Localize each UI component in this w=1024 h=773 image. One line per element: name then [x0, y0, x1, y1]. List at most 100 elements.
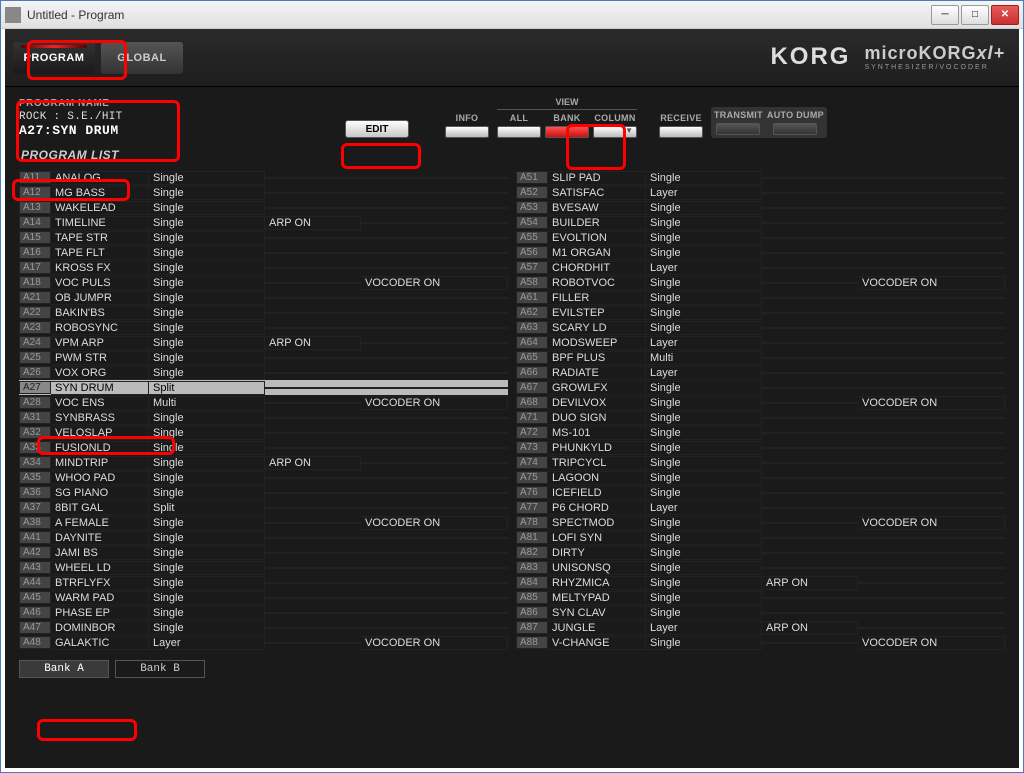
close-button[interactable]: ✕ — [991, 5, 1019, 25]
receive-button[interactable] — [659, 126, 703, 138]
table-row[interactable]: A85MELTYPADSingle — [516, 590, 1005, 605]
bank-tab-b[interactable]: Bank B — [115, 660, 205, 678]
table-row[interactable]: A57CHORDHITLayer — [516, 260, 1005, 275]
table-row[interactable]: A46PHASE EPSingle — [19, 605, 508, 620]
row-arp — [762, 432, 858, 434]
table-row[interactable]: A38A FEMALESingleVOCODER ON — [19, 515, 508, 530]
maximize-button[interactable]: □ — [961, 5, 989, 25]
table-row[interactable]: A26VOX ORGSingle — [19, 365, 508, 380]
bank-tab-a[interactable]: Bank A — [19, 660, 109, 678]
table-row[interactable]: A36SG PIANOSingle — [19, 485, 508, 500]
table-row[interactable]: A42JAMI BSSingle — [19, 545, 508, 560]
table-row[interactable]: A15TAPE STRSingle — [19, 230, 508, 245]
row-name: SYNBRASS — [51, 411, 149, 425]
column-button[interactable]: ▼ — [593, 126, 637, 138]
table-row[interactable]: A54BUILDERSingle — [516, 215, 1005, 230]
row-voc — [361, 447, 508, 449]
table-row[interactable]: A378BIT GALSplit — [19, 500, 508, 515]
tab-program[interactable]: PROGRAM — [13, 42, 95, 74]
table-row[interactable]: A71DUO SIGNSingle — [516, 410, 1005, 425]
table-row[interactable]: A72MS-101Single — [516, 425, 1005, 440]
row-id: A31 — [19, 411, 51, 424]
autodump-button[interactable] — [773, 123, 817, 135]
row-type: Single — [149, 606, 265, 620]
table-row[interactable]: A82DIRTYSingle — [516, 545, 1005, 560]
table-row[interactable]: A77P6 CHORDLayer — [516, 500, 1005, 515]
row-id: A16 — [19, 246, 51, 259]
table-row[interactable]: A12MG BASSSingle — [19, 185, 508, 200]
table-row[interactable]: A86SYN CLAVSingle — [516, 605, 1005, 620]
table-row[interactable]: A23ROBOSYNCSingle — [19, 320, 508, 335]
table-row[interactable]: A61FILLERSingle — [516, 290, 1005, 305]
info-button[interactable] — [445, 126, 489, 138]
table-row[interactable]: A45WARM PADSingle — [19, 590, 508, 605]
table-row[interactable]: A17KROSS FXSingle — [19, 260, 508, 275]
row-name: BUILDER — [548, 216, 646, 230]
table-row[interactable]: A21OB JUMPRSingle — [19, 290, 508, 305]
row-id: A23 — [19, 321, 51, 334]
table-row[interactable]: A27SYN DRUMSplit — [19, 380, 508, 395]
table-row[interactable]: A56M1 ORGANSingle — [516, 245, 1005, 260]
table-row[interactable]: A25PWM STRSingle — [19, 350, 508, 365]
table-row[interactable]: A55EVOLTIONSingle — [516, 230, 1005, 245]
table-row[interactable]: A67GROWLFXSingle — [516, 380, 1005, 395]
table-row[interactable]: A63SCARY LDSingle — [516, 320, 1005, 335]
row-type: Single — [646, 486, 762, 500]
table-row[interactable]: A81LOFI SYNSingle — [516, 530, 1005, 545]
minimize-button[interactable]: ─ — [931, 5, 959, 25]
table-row[interactable]: A34MINDTRIPSingleARP ON — [19, 455, 508, 470]
table-row[interactable]: A41DAYNITESingle — [19, 530, 508, 545]
table-row[interactable]: A58ROBOTVOCSingleVOCODER ON — [516, 275, 1005, 290]
microkorg-logo: microKORGxl+ SYNTHESIZER/VOCODER — [864, 43, 1005, 71]
all-button[interactable] — [497, 126, 541, 138]
table-row[interactable]: A68DEVILVOXSingleVOCODER ON — [516, 395, 1005, 410]
table-row[interactable]: A18VOC PULSSingleVOCODER ON — [19, 275, 508, 290]
row-arp — [762, 642, 858, 644]
row-voc — [361, 222, 508, 224]
table-row[interactable]: A32VELOSLAPSingle — [19, 425, 508, 440]
row-name: SLIP PAD — [548, 171, 646, 185]
table-row[interactable]: A33FUSIONLDSingle — [19, 440, 508, 455]
table-row[interactable]: A47DOMINBORSingle — [19, 620, 508, 635]
table-row[interactable]: A51SLIP PADSingle — [516, 170, 1005, 185]
table-row[interactable]: A75LAGOONSingle — [516, 470, 1005, 485]
table-row[interactable]: A24VPM ARPSingleARP ON — [19, 335, 508, 350]
table-row[interactable]: A62EVILSTEPSingle — [516, 305, 1005, 320]
table-row[interactable]: A11ANALOGSingle — [19, 170, 508, 185]
table-row[interactable]: A22BAKIN'BSSingle — [19, 305, 508, 320]
table-row[interactable]: A73PHUNKYLDSingle — [516, 440, 1005, 455]
transmit-button[interactable] — [716, 123, 760, 135]
row-type: Single — [149, 291, 265, 305]
table-row[interactable]: A28VOC ENSMultiVOCODER ON — [19, 395, 508, 410]
row-arp — [762, 612, 858, 614]
table-row[interactable]: A74TRIPCYCLSingle — [516, 455, 1005, 470]
row-id: A33 — [19, 441, 51, 454]
table-row[interactable]: A13WAKELEADSingle — [19, 200, 508, 215]
row-voc — [361, 477, 508, 479]
table-row[interactable]: A52SATISFACLayer — [516, 185, 1005, 200]
edit-button[interactable]: EDIT — [345, 120, 409, 138]
table-row[interactable]: A64MODSWEEPLayer — [516, 335, 1005, 350]
table-row[interactable]: A16TAPE FLTSingle — [19, 245, 508, 260]
table-row[interactable]: A14TIMELINESingleARP ON — [19, 215, 508, 230]
bank-button[interactable] — [545, 126, 589, 138]
table-row[interactable]: A65BPF PLUSMulti — [516, 350, 1005, 365]
table-row[interactable]: A43WHEEL LDSingle — [19, 560, 508, 575]
table-row[interactable]: A44BTRFLYFXSingle — [19, 575, 508, 590]
row-voc — [361, 597, 508, 599]
row-voc: VOCODER ON — [361, 276, 508, 290]
table-row[interactable]: A76ICEFIELDSingle — [516, 485, 1005, 500]
tab-global[interactable]: GLOBAL — [101, 42, 183, 74]
table-row[interactable]: A87JUNGLELayerARP ON — [516, 620, 1005, 635]
table-row[interactable]: A66RADIATELayer — [516, 365, 1005, 380]
table-row[interactable]: A53BVESAWSingle — [516, 200, 1005, 215]
table-row[interactable]: A78SPECTMODSingleVOCODER ON — [516, 515, 1005, 530]
row-name: VOC PULS — [51, 276, 149, 290]
table-row[interactable]: A88V-CHANGESingleVOCODER ON — [516, 635, 1005, 650]
table-row[interactable]: A84RHYZMICASingleARP ON — [516, 575, 1005, 590]
table-row[interactable]: A48GALAKTICLayerVOCODER ON — [19, 635, 508, 650]
table-row[interactable]: A83UNISONSQSingle — [516, 560, 1005, 575]
titlebar[interactable]: Untitled - Program ─ □ ✕ — [1, 1, 1023, 29]
table-row[interactable]: A31SYNBRASSSingle — [19, 410, 508, 425]
table-row[interactable]: A35WHOO PADSingle — [19, 470, 508, 485]
